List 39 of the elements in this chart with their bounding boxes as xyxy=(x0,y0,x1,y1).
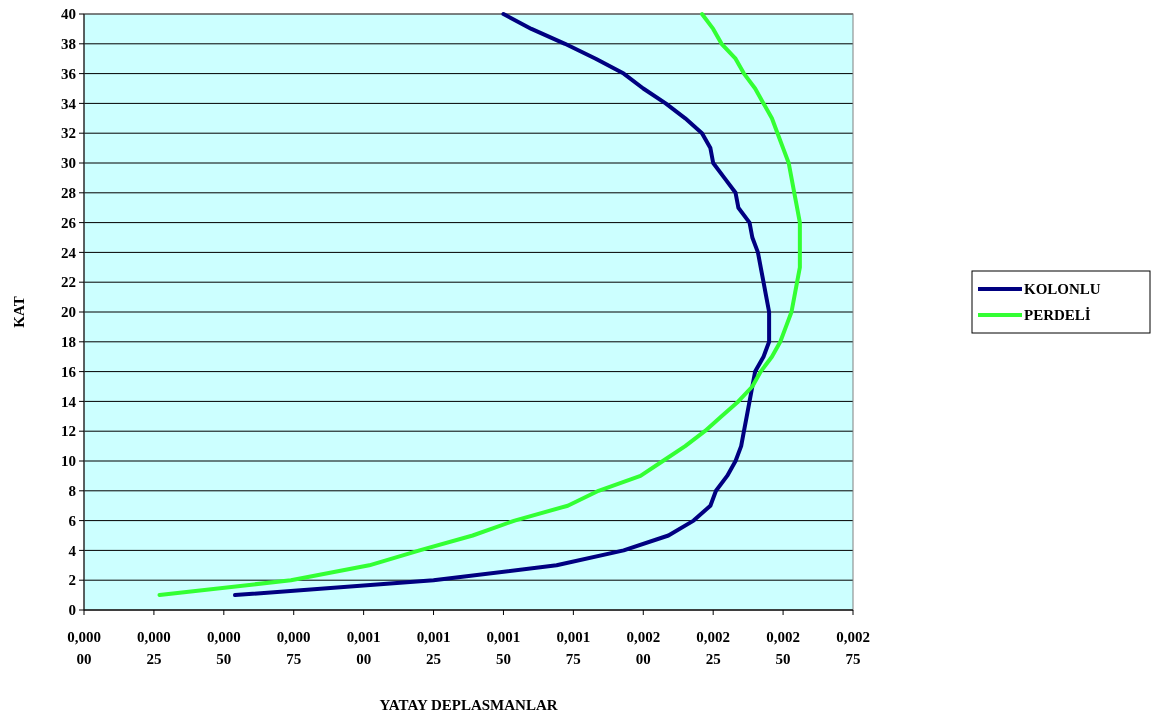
x-tick-label: 0,00025 xyxy=(137,629,171,667)
y-tick-label: 28 xyxy=(61,185,76,202)
y-tick-label: 12 xyxy=(61,423,76,440)
x-tick-label: 0,00075 xyxy=(276,629,311,667)
y-tick-label: 30 xyxy=(61,155,76,172)
y-tick-label: 10 xyxy=(61,453,76,470)
x-tick-label: 0,00000 xyxy=(67,629,101,667)
y-tick-label: 18 xyxy=(61,334,76,351)
line-series xyxy=(233,12,772,598)
x-tick-label: 0,00150 xyxy=(486,629,521,667)
x-tick-label: 0,00225 xyxy=(696,629,731,667)
x-tick-label: 0,00050 xyxy=(206,629,241,667)
y-tick-label: 4 xyxy=(68,542,77,559)
line-series xyxy=(157,12,802,598)
y-tick-label: 14 xyxy=(61,393,77,410)
y-tick-label: 20 xyxy=(61,304,76,321)
y-tick-label: 24 xyxy=(61,244,77,261)
x-axis-title: YATAY DEPLASMANLAR xyxy=(379,697,558,713)
x-tick-label: 0,00175 xyxy=(556,629,591,667)
y-tick-label: 8 xyxy=(68,483,76,500)
y-axis-title: KAT xyxy=(11,296,27,328)
y-tick-label: 38 xyxy=(61,36,76,53)
y-tick-label: 34 xyxy=(61,95,77,112)
legend-label: KOLONLU xyxy=(1024,281,1101,298)
y-tick-label: 26 xyxy=(61,214,77,231)
x-tick-label: 0,00250 xyxy=(766,629,800,667)
y-tick-label: 22 xyxy=(61,274,76,291)
y-tick-label: 2 xyxy=(68,572,76,589)
x-tick-label: 0,00100 xyxy=(346,629,381,667)
y-tick-label: 40 xyxy=(61,6,76,23)
y-tick-label: 0 xyxy=(68,602,76,619)
y-tick-label: 32 xyxy=(61,125,76,142)
y-tick-label: 6 xyxy=(68,512,77,529)
y-tick-label: 16 xyxy=(61,363,77,380)
x-tick-label: 0,00125 xyxy=(416,629,451,667)
legend-label: PERDELİ xyxy=(1024,307,1091,324)
x-tick-label: 0,00200 xyxy=(626,629,661,667)
x-tick-label: 0,00275 xyxy=(836,629,870,667)
y-tick-label: 36 xyxy=(61,65,77,82)
